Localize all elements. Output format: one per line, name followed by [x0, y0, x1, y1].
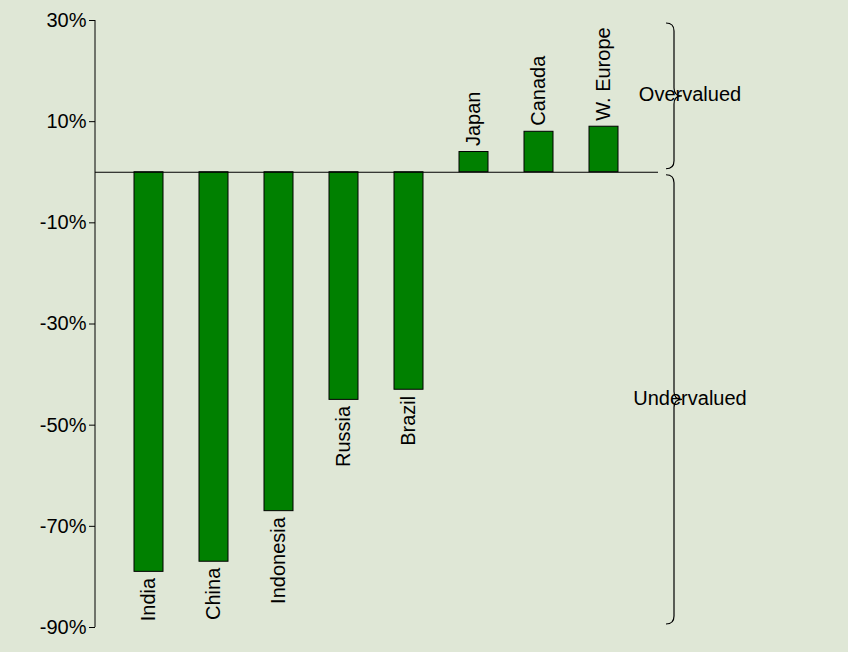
svg-text:-50%: -50%: [40, 414, 87, 436]
svg-text:10%: 10%: [46, 110, 86, 132]
svg-text:Canada: Canada: [527, 55, 549, 126]
svg-text:Undervalued: Undervalued: [633, 387, 746, 409]
svg-text:Russia: Russia: [332, 405, 354, 467]
svg-text:Japan: Japan: [462, 92, 484, 147]
svg-text:-30%: -30%: [40, 312, 87, 334]
svg-text:-90%: -90%: [40, 616, 87, 638]
svg-text:-70%: -70%: [40, 515, 87, 537]
svg-text:W. Europe: W. Europe: [592, 27, 614, 120]
svg-text:Overvalued: Overvalued: [639, 83, 741, 105]
svg-text:Brazil: Brazil: [397, 396, 419, 446]
svg-text:30%: 30%: [46, 9, 86, 31]
svg-text:-10%: -10%: [40, 211, 87, 233]
svg-text:China: China: [202, 567, 224, 620]
svg-text:India: India: [137, 577, 159, 621]
svg-text:Indonesia: Indonesia: [267, 516, 289, 604]
